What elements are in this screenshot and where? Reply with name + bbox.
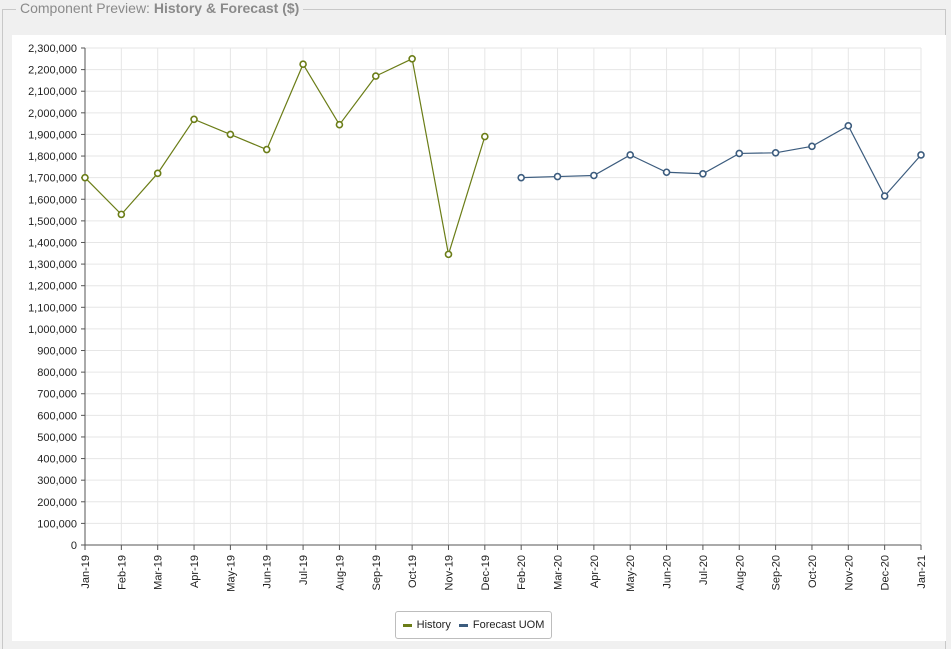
x-tick-label: Dec-19 xyxy=(480,555,492,590)
x-tick-label: Sep-19 xyxy=(371,555,383,590)
y-tick-label: 2,300,000 xyxy=(28,43,77,55)
data-point-forecast xyxy=(590,171,598,180)
legend-swatch-forecast xyxy=(458,623,468,627)
data-point-history xyxy=(335,120,344,129)
y-tick-label: 1,600,000 xyxy=(28,194,77,206)
x-tick-label: Jan-19 xyxy=(80,555,92,589)
y-tick-label: 1,300,000 xyxy=(28,259,77,271)
y-tick-label: 800,000 xyxy=(37,367,77,379)
x-tick-label: Jun-20 xyxy=(662,555,674,589)
y-tick-label: 2,000,000 xyxy=(28,108,77,120)
x-tick-label: Oct-19 xyxy=(407,555,419,588)
x-tick-label: Sep-20 xyxy=(771,555,783,590)
y-tick-label: 1,400,000 xyxy=(28,237,77,249)
data-point-forecast xyxy=(844,121,853,130)
y-tick-label: 1,800,000 xyxy=(28,151,77,163)
y-tick-label: 2,200,000 xyxy=(28,65,77,77)
x-tick-label: Aug-20 xyxy=(734,555,746,590)
data-point-forecast xyxy=(771,149,780,157)
x-tick-label: Oct-20 xyxy=(807,555,819,588)
data-point-history xyxy=(153,169,162,178)
panel-title: Component Preview: History & Forecast ($… xyxy=(16,0,304,17)
data-point-forecast xyxy=(517,173,525,182)
y-tick-label: 0 xyxy=(71,540,77,552)
data-point-forecast xyxy=(808,142,816,151)
data-point-forecast xyxy=(662,168,671,177)
y-tick-label: 200,000 xyxy=(37,497,77,509)
chart-area: 0 100,000 200,000 300,000 400,000 500,000 600,… xyxy=(12,35,946,641)
y-tick-label: 2,100,000 xyxy=(28,86,77,98)
data-point-history xyxy=(299,60,307,69)
x-tick-label: Dec-20 xyxy=(880,555,892,590)
data-point-forecast xyxy=(917,151,925,159)
y-tick-label: 1,500,000 xyxy=(28,216,77,228)
data-point-history xyxy=(117,210,126,219)
x-tick-label: May-20 xyxy=(625,555,637,592)
series-line-history xyxy=(84,57,486,255)
y-tick-label: 100,000 xyxy=(37,518,77,530)
data-point-history xyxy=(481,132,489,141)
data-point-history xyxy=(444,250,453,259)
y-tick-label: 900,000 xyxy=(37,346,77,358)
panel-title-name: History & Forecast ($) xyxy=(153,0,300,16)
x-tick-label: Jul-20 xyxy=(698,555,710,585)
y-tick-label: 600,000 xyxy=(37,410,77,422)
y-tick-label: 700,000 xyxy=(37,389,77,401)
data-point-history xyxy=(190,115,198,124)
data-point-forecast xyxy=(880,192,889,200)
data-point-history xyxy=(371,72,380,80)
x-tick-label: Nov-20 xyxy=(843,555,855,590)
data-point-history xyxy=(262,145,271,154)
x-tick-label: Aug-19 xyxy=(334,555,346,590)
y-tick-label: 1,000,000 xyxy=(28,324,77,336)
y-tick-label: 400,000 xyxy=(37,454,77,466)
legend-item-history[interactable]: History xyxy=(402,619,451,631)
series-line-forecast xyxy=(521,124,922,198)
x-tick-label: Apr-20 xyxy=(589,555,601,588)
x-tick-label: Apr-19 xyxy=(189,555,201,588)
data-point-history xyxy=(81,173,89,182)
data-point-history xyxy=(408,55,416,63)
y-tick-label: 1,900,000 xyxy=(28,129,77,141)
x-tick-label: Jun-19 xyxy=(262,555,274,589)
x-tick-label: Jan-21 xyxy=(916,555,928,589)
x-tick-label: Mar-19 xyxy=(153,555,165,590)
line-chart: 0 100,000 200,000 300,000 400,000 500,000 600,… xyxy=(28,43,928,592)
data-point-forecast xyxy=(626,151,635,159)
data-point-forecast xyxy=(699,169,707,178)
y-tick-label: 1,100,000 xyxy=(28,302,77,314)
legend-swatch-history xyxy=(402,623,412,627)
x-tick-label: Feb-19 xyxy=(116,555,128,590)
data-point-forecast xyxy=(553,172,562,181)
panel-title-prefix: Component Preview: xyxy=(20,0,150,16)
legend-label-history: History xyxy=(416,619,451,631)
y-tick-label: 300,000 xyxy=(37,475,77,487)
x-tick-label: Feb-20 xyxy=(516,555,528,590)
x-tick-label: Nov-19 xyxy=(443,555,455,590)
x-tick-label: Mar-20 xyxy=(553,555,565,590)
x-tick-label: Jul-19 xyxy=(298,555,310,585)
legend-label-forecast: Forecast UOM xyxy=(472,619,545,631)
y-tick-label: 1,700,000 xyxy=(28,173,77,185)
data-point-history xyxy=(226,130,235,139)
chart-legend: History Forecast UOM xyxy=(395,611,552,639)
data-point-forecast xyxy=(735,149,744,158)
y-tick-label: 1,200,000 xyxy=(28,281,77,293)
x-tick-label: May-19 xyxy=(225,555,237,592)
legend-item-forecast[interactable]: Forecast UOM xyxy=(458,619,545,631)
y-tick-label: 500,000 xyxy=(37,432,77,444)
